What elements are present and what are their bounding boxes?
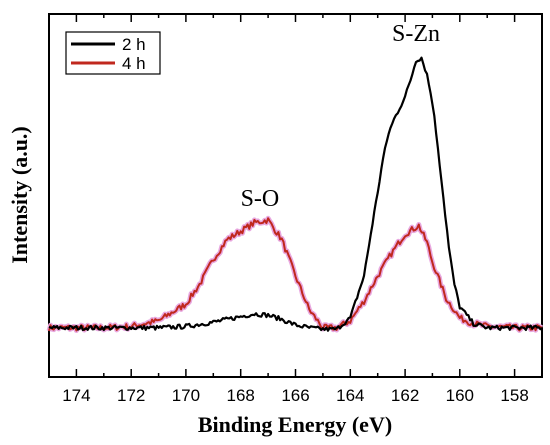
legend: 2 h 4 h — [65, 31, 161, 75]
legend-label-4h: 4 h — [122, 54, 146, 73]
peak-label: S-O — [241, 186, 280, 212]
x-axis-tick-labels: 174 172 170 168 166 164 162 160 158 — [62, 386, 529, 405]
x-axis-ticks — [48, 14, 543, 377]
x-tick-label: 164 — [336, 386, 364, 405]
x-tick-label: 158 — [500, 386, 528, 405]
peak-label: S-Zn — [392, 21, 440, 47]
x-tick-label: 170 — [172, 386, 200, 405]
x-tick-label: 172 — [117, 386, 145, 405]
series-line-2h — [48, 56, 543, 332]
x-tick-label: 166 — [281, 386, 309, 405]
x-tick-label: 174 — [62, 386, 90, 405]
y-axis-title: Intensity (a.u.) — [7, 126, 32, 264]
series-layer — [46, 56, 544, 333]
plot-area: 174 172 170 168 166 164 162 160 158 S-O S-Zn — [46, 13, 544, 405]
legend-box — [65, 31, 161, 75]
x-tick-label: 162 — [391, 386, 419, 405]
peak-annotations: S-O S-Zn — [241, 21, 440, 212]
x-tick-label: 160 — [446, 386, 474, 405]
x-axis-title: Binding Energy (eV) — [198, 412, 392, 437]
x-tick-label: 168 — [227, 386, 255, 405]
legend-label-2h: 2 h — [122, 35, 146, 54]
